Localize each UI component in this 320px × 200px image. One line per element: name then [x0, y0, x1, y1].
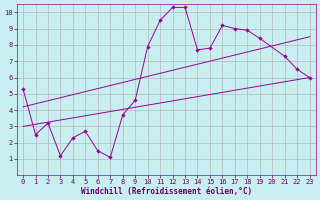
X-axis label: Windchill (Refroidissement éolien,°C): Windchill (Refroidissement éolien,°C): [81, 187, 252, 196]
